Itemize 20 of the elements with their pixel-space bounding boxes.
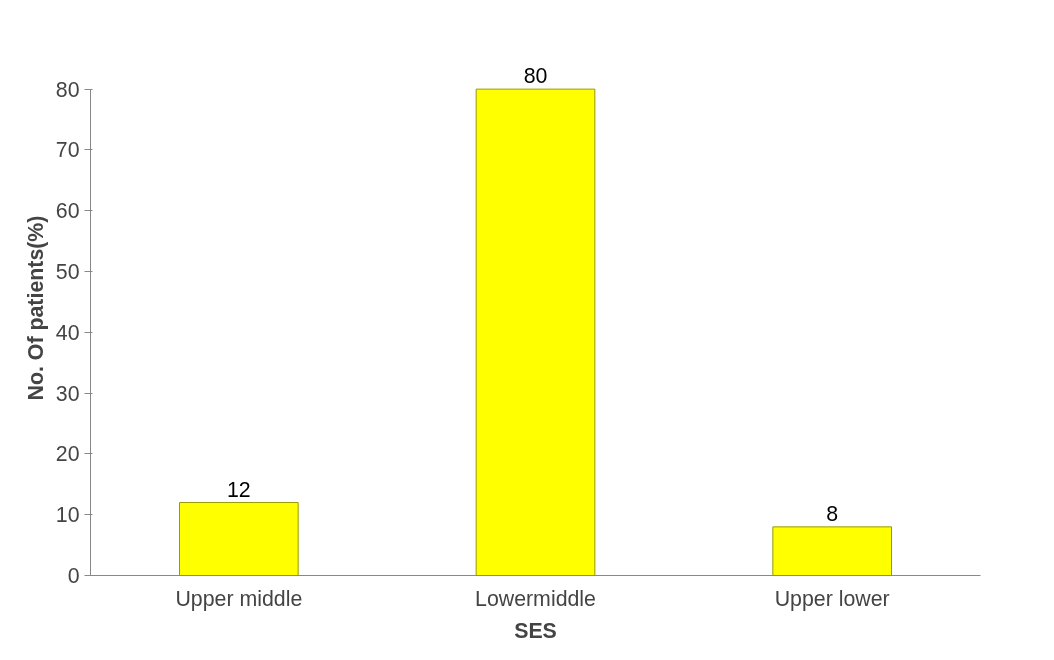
y-tick-label: 20 (55, 442, 80, 467)
x-tick-label: Upper lower (774, 586, 890, 611)
x-tick-label: Upper middle (175, 586, 303, 611)
data-label: 8 (826, 501, 839, 526)
y-tick-label: 30 (55, 381, 80, 406)
y-tick-label: 50 (55, 260, 80, 285)
y-tick-label: 0 (67, 564, 80, 588)
y-tick-label: 40 (55, 320, 80, 345)
y-tick-label: 60 (55, 199, 80, 224)
data-label: 80 (523, 64, 548, 89)
x-axis-title: SES (514, 618, 557, 643)
bar (475, 88, 596, 576)
y-tick-label: 10 (55, 503, 80, 528)
y-tick-label: 70 (55, 138, 80, 163)
y-axis-title: No. Of patients(%) (23, 215, 48, 401)
data-label: 12 (226, 477, 251, 502)
bar (179, 502, 299, 576)
bar (772, 526, 892, 576)
x-tick-label: Lowermiddle (475, 586, 596, 611)
y-tick-label: 80 (55, 77, 80, 102)
